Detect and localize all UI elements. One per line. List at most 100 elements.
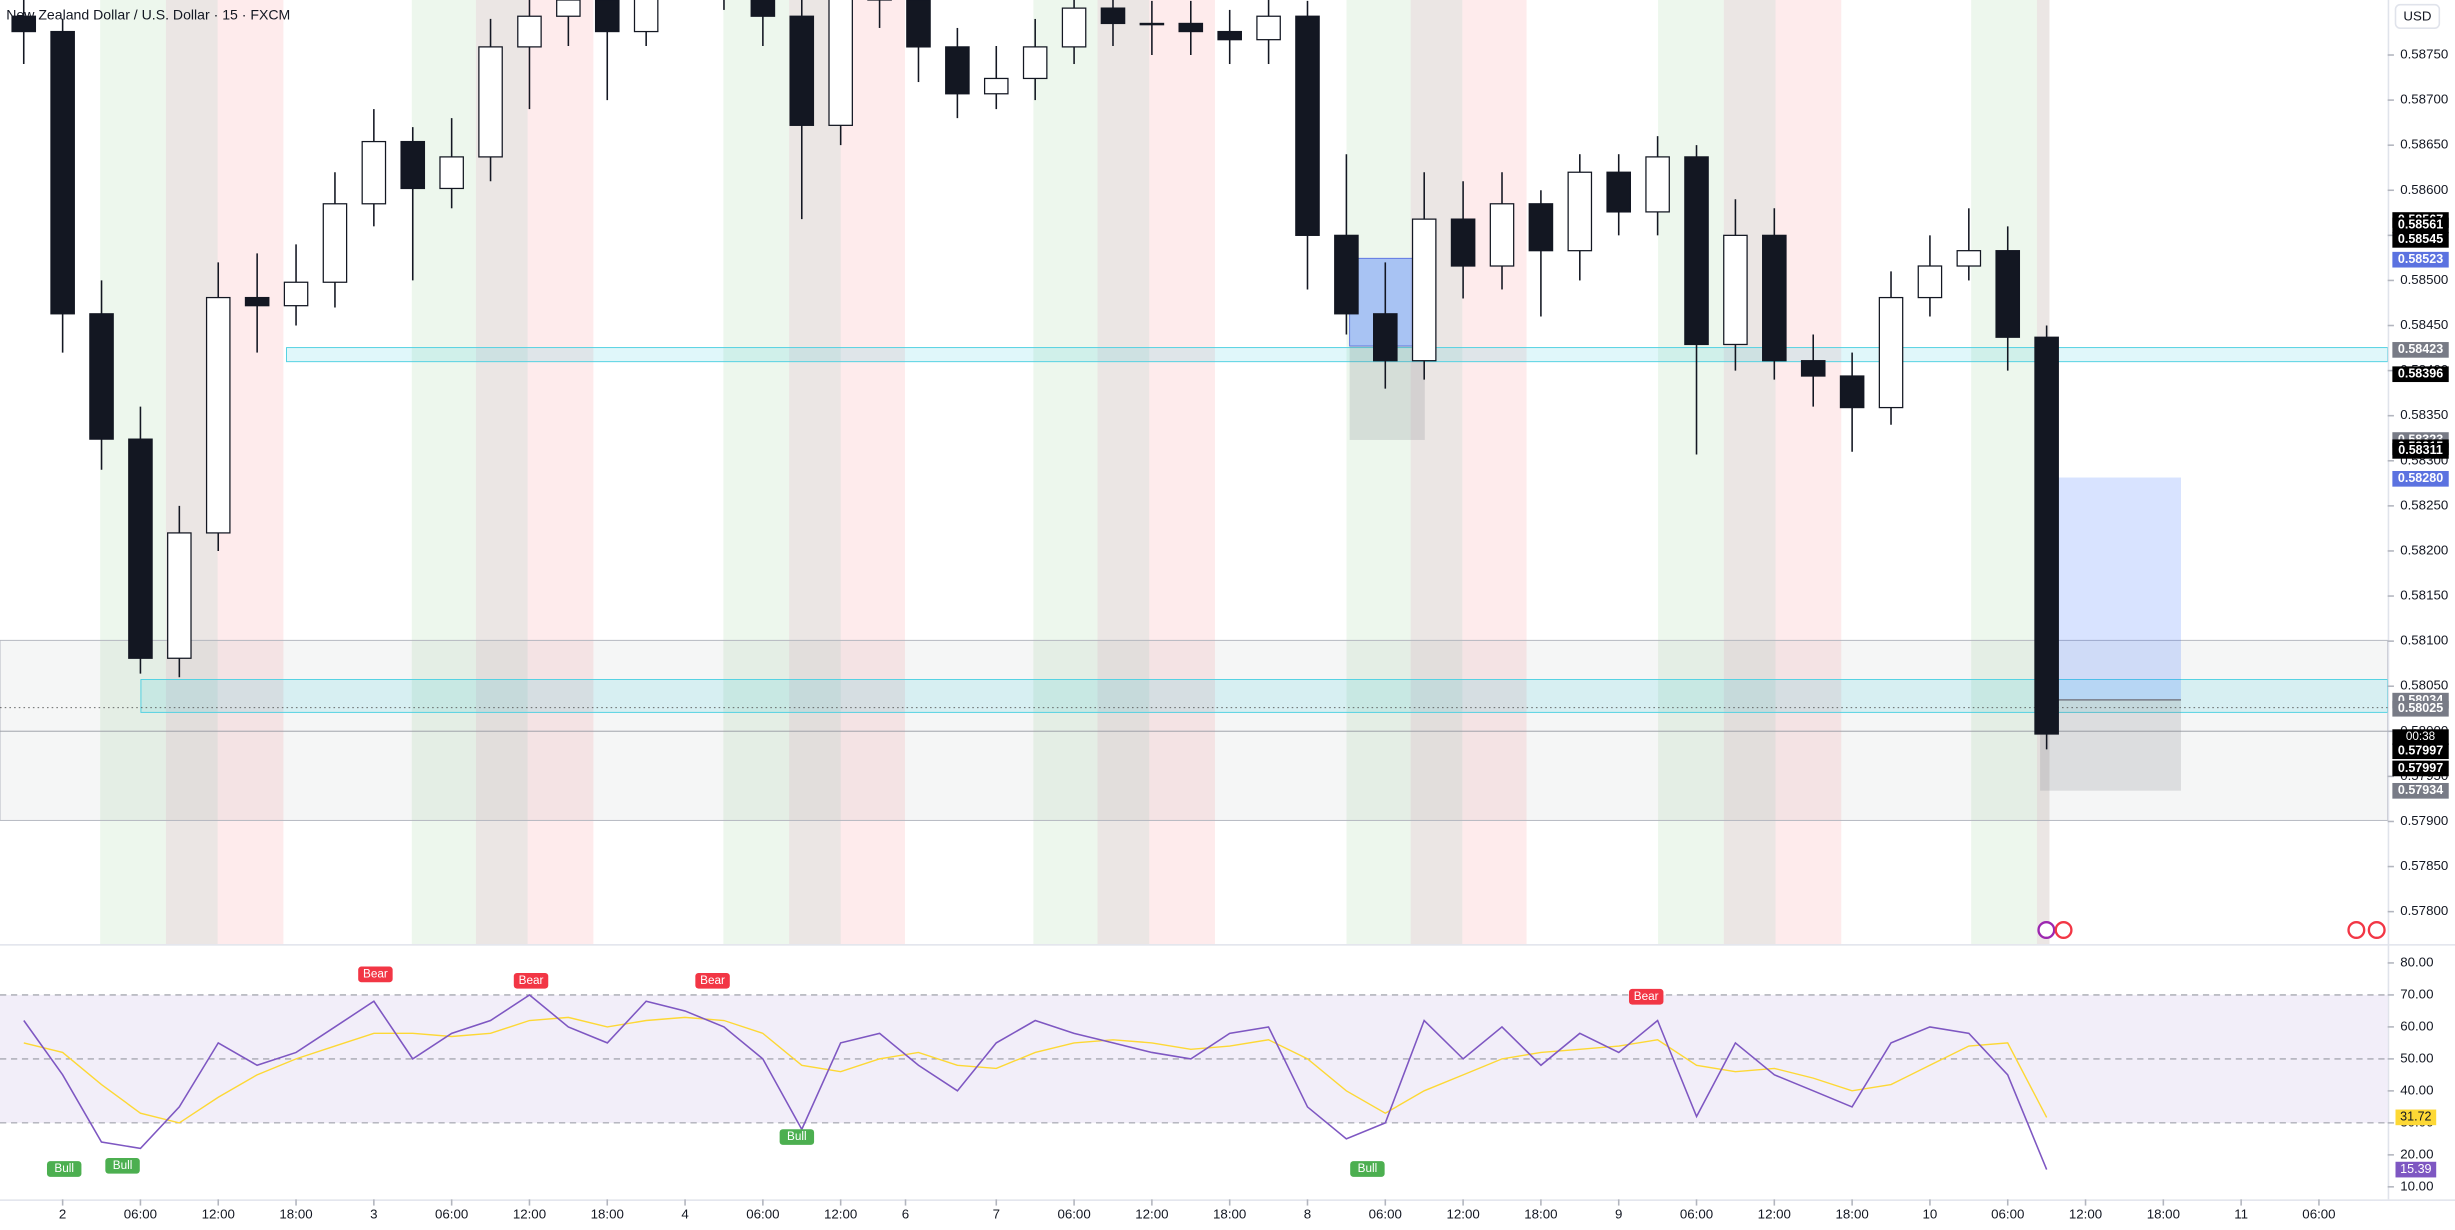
price-label: 0.57934 bbox=[2398, 783, 2443, 797]
candle-body bbox=[1139, 22, 1165, 26]
x-tick-label: 06:00 bbox=[435, 1206, 468, 1221]
session-band bbox=[1033, 0, 1098, 945]
candle-body bbox=[322, 203, 348, 283]
candle-body bbox=[400, 140, 426, 190]
price-label-bg bbox=[2392, 251, 2449, 268]
session-band bbox=[789, 0, 841, 945]
price-label: 0.58311 bbox=[2398, 443, 2443, 457]
gray-box bbox=[1349, 346, 1425, 440]
candle-body bbox=[983, 77, 1009, 95]
x-tick-label: 12:00 bbox=[513, 1206, 546, 1221]
session-band bbox=[723, 0, 790, 945]
y-tick-label: 0.58150 bbox=[2400, 588, 2448, 603]
rsi-value-bg bbox=[2395, 1161, 2437, 1178]
price-label: 0.58396 bbox=[2398, 367, 2443, 381]
chart-title: New Zealand Dollar / U.S. Dollar · 15 · … bbox=[6, 6, 290, 22]
candle-body bbox=[478, 46, 503, 158]
y-tick-label: 0.58050 bbox=[2400, 678, 2448, 693]
x-tick-label: 18:00 bbox=[591, 1206, 624, 1221]
candle-body bbox=[1100, 7, 1126, 25]
currency[interactable]: USD bbox=[2403, 9, 2431, 24]
y-tick-label: 0.57800 bbox=[2400, 903, 2448, 918]
candle-body bbox=[50, 30, 75, 315]
x-tick-label: 7 bbox=[993, 1206, 1000, 1221]
price-label: 0.58423 bbox=[2398, 342, 2443, 356]
background-layer bbox=[0, 0, 2389, 945]
divergence-tag bbox=[358, 966, 393, 983]
candle-body bbox=[556, 0, 581, 17]
x-tick-label: 9 bbox=[1615, 1206, 1622, 1221]
event-icon bbox=[2037, 921, 2056, 940]
x-tick-label: 4 bbox=[681, 1206, 688, 1221]
rsi-y-tick-label: 70.00 bbox=[2400, 986, 2433, 1001]
divergence-label: Bear bbox=[1634, 990, 1659, 1003]
x-tick-label: 06:00 bbox=[124, 1206, 157, 1221]
x-tick-label: 18:00 bbox=[2147, 1206, 2180, 1221]
x-tick-label: 06:00 bbox=[746, 1206, 779, 1221]
candle-body bbox=[1995, 250, 2021, 338]
price-label: 0.57997 bbox=[2398, 744, 2443, 758]
divergence-tag bbox=[779, 1129, 815, 1145]
divergence-label: Bull bbox=[54, 1162, 74, 1175]
x-tick-label: 12:00 bbox=[2069, 1206, 2102, 1221]
candle-body bbox=[1334, 234, 1359, 315]
rsi-y-tick-label: 80.00 bbox=[2400, 954, 2433, 969]
rsi-y-tick-label: 50.00 bbox=[2400, 1050, 2433, 1065]
divergence-label: Bull bbox=[1358, 1162, 1378, 1175]
currency-button[interactable] bbox=[2394, 3, 2441, 29]
x-tick-label: 06:00 bbox=[1369, 1206, 1402, 1221]
rsi-pane: Bear Bear Bear Bear Bull Bull Bull Bull bbox=[0, 966, 2388, 1177]
x-tick-label: 06:00 bbox=[1991, 1206, 2024, 1221]
candle-body bbox=[283, 281, 309, 307]
rsi-value-bg bbox=[2395, 1109, 2437, 1126]
candle-body bbox=[244, 296, 270, 307]
event-icon bbox=[2347, 921, 2366, 940]
candle-body bbox=[594, 0, 620, 33]
price-label-bg bbox=[2392, 470, 2449, 487]
x-tick-label: 18:00 bbox=[1524, 1206, 1557, 1221]
cyan-zone bbox=[140, 679, 2389, 713]
candle-body bbox=[1800, 360, 1826, 377]
candle-body bbox=[1373, 313, 1398, 362]
price-label-bg bbox=[2392, 743, 2449, 760]
candle-body bbox=[128, 438, 153, 659]
y-tick-label: 0.58700 bbox=[2400, 92, 2448, 107]
candle-body bbox=[1061, 7, 1087, 48]
divergence-tag bbox=[105, 1157, 140, 1174]
event-icon bbox=[2054, 921, 2073, 940]
divergence-tag bbox=[46, 1161, 82, 1177]
price-label-bg bbox=[2392, 443, 2449, 459]
candle-body bbox=[1956, 250, 1982, 267]
x-tick-label: 10 bbox=[1923, 1206, 1938, 1221]
price-label: 0.58561 bbox=[2398, 218, 2443, 232]
x-tick-label: 8 bbox=[1304, 1206, 1311, 1221]
divergence-label: Bull bbox=[113, 1159, 133, 1172]
x-tick-label: 12:00 bbox=[202, 1206, 235, 1221]
candle-body bbox=[167, 532, 192, 659]
price-label-bg bbox=[2392, 700, 2449, 717]
divergence-tag bbox=[695, 972, 730, 989]
y-tick-label: 0.57850 bbox=[2400, 858, 2448, 873]
x-tick-label: 12:00 bbox=[824, 1206, 857, 1221]
price-label-bg bbox=[2392, 366, 2449, 383]
price-label: 0.58280 bbox=[2398, 471, 2443, 485]
x-tick-label: 11 bbox=[2234, 1206, 2248, 1221]
price-label: 0.58025 bbox=[2398, 701, 2443, 715]
event-icon bbox=[2367, 921, 2386, 940]
price-pane bbox=[11, 0, 2386, 940]
candle-body bbox=[1022, 46, 1048, 80]
candle-body bbox=[1411, 218, 1437, 362]
cyan-level bbox=[286, 347, 2389, 363]
y-tick-label: 0.58450 bbox=[2400, 317, 2448, 332]
x-tick-label: 18:00 bbox=[1213, 1206, 1246, 1221]
price-label: 0.57997 bbox=[2398, 761, 2443, 775]
candle-body bbox=[1567, 171, 1593, 252]
y-tick-label: 0.58200 bbox=[2400, 542, 2448, 557]
candle-body bbox=[750, 0, 776, 17]
candle-body bbox=[1917, 265, 1943, 299]
candle-body bbox=[1645, 156, 1670, 213]
rsi-value-label: 31.72 bbox=[2400, 1110, 2431, 1124]
